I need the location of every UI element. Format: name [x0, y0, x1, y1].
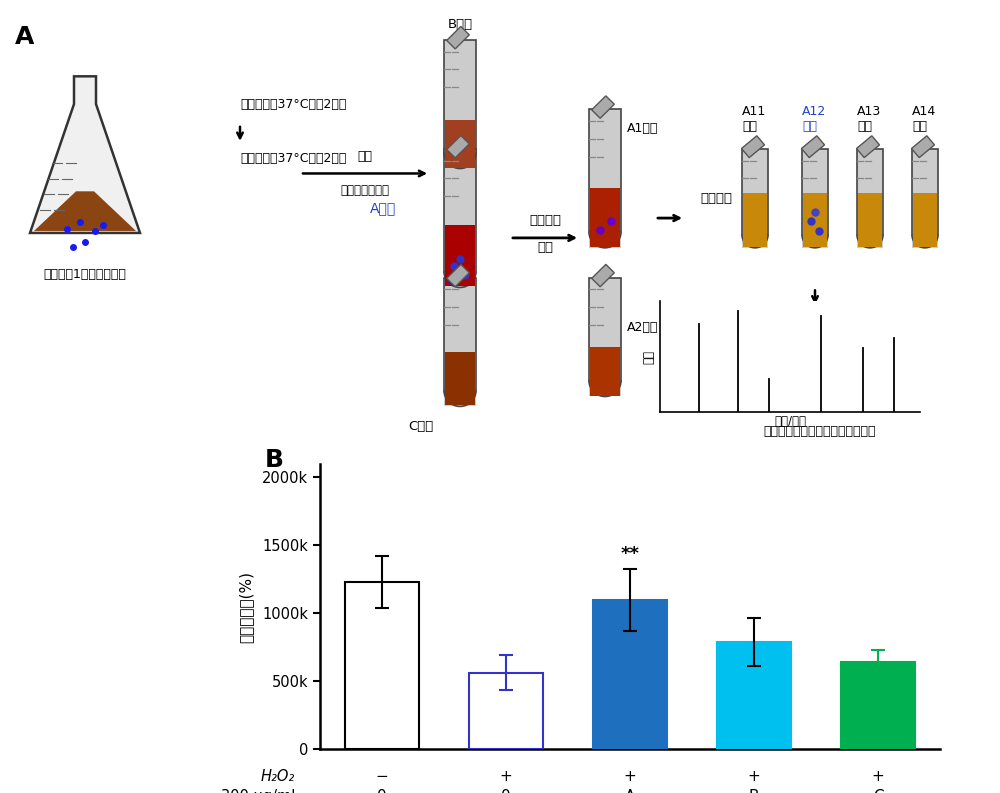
Bar — [913, 193, 937, 235]
Polygon shape — [856, 136, 880, 158]
Text: −: − — [376, 769, 388, 784]
Bar — [803, 193, 827, 235]
Polygon shape — [444, 390, 476, 406]
Polygon shape — [589, 232, 621, 247]
Bar — [345, 582, 419, 749]
Text: A12
组分: A12 组分 — [802, 105, 826, 133]
Polygon shape — [590, 381, 620, 396]
Polygon shape — [34, 191, 136, 231]
Text: +: + — [624, 769, 636, 784]
Bar — [444, 40, 476, 152]
Polygon shape — [447, 26, 469, 49]
Bar — [589, 278, 621, 381]
Text: A13
组分: A13 组分 — [857, 105, 881, 133]
Polygon shape — [444, 271, 476, 287]
Text: 胃蛋白酶在37°C消化2小时: 胃蛋白酶在37°C消化2小时 — [240, 98, 346, 110]
Y-axis label: 强度: 强度 — [643, 350, 656, 364]
Bar — [742, 149, 768, 235]
Bar — [912, 149, 938, 235]
Bar — [593, 600, 667, 749]
Text: B组分: B组分 — [447, 17, 473, 31]
Text: 色谱: 色谱 — [537, 241, 553, 255]
Text: 0: 0 — [501, 790, 511, 793]
Polygon shape — [911, 136, 935, 158]
Text: H₂O₂: H₂O₂ — [261, 769, 295, 784]
Polygon shape — [589, 381, 621, 396]
Text: C组分: C组分 — [408, 419, 433, 433]
Polygon shape — [801, 136, 825, 158]
Polygon shape — [444, 152, 476, 169]
Text: +: + — [748, 769, 760, 784]
Text: 超滤: 超滤 — [358, 150, 372, 163]
Bar — [717, 642, 791, 749]
Text: 0: 0 — [377, 790, 387, 793]
Polygon shape — [803, 235, 827, 247]
Text: A11
组分: A11 组分 — [742, 105, 766, 133]
Polygon shape — [912, 235, 938, 247]
Bar — [589, 109, 621, 232]
Text: A2组分: A2组分 — [627, 320, 658, 334]
X-axis label: 质量/电荷: 质量/电荷 — [774, 416, 806, 428]
Text: 反相色谱: 反相色谱 — [700, 192, 732, 205]
Polygon shape — [741, 136, 765, 158]
Y-axis label: 细胞存活率(%): 细胞存活率(%) — [239, 571, 254, 642]
Text: 高效液相色谱鉴定多肽氨基酸序列: 高效液相色谱鉴定多肽氨基酸序列 — [764, 425, 876, 438]
Text: **: ** — [620, 545, 640, 563]
Text: B: B — [265, 448, 284, 472]
Bar — [445, 352, 475, 390]
Polygon shape — [592, 96, 614, 118]
Bar — [590, 188, 620, 232]
Bar — [445, 120, 475, 152]
Polygon shape — [858, 235, 882, 247]
Bar — [444, 149, 476, 271]
Bar — [469, 672, 543, 749]
Bar — [743, 193, 767, 235]
Polygon shape — [913, 235, 937, 247]
Polygon shape — [802, 235, 828, 247]
Bar — [590, 347, 620, 381]
Polygon shape — [445, 390, 475, 405]
Polygon shape — [592, 264, 614, 287]
Bar — [841, 662, 915, 749]
Bar — [444, 278, 476, 390]
Bar — [802, 149, 828, 235]
Text: B: B — [749, 790, 759, 793]
Text: C: C — [873, 790, 883, 793]
Polygon shape — [445, 271, 475, 286]
Polygon shape — [743, 235, 767, 247]
Text: +: + — [500, 769, 512, 784]
Text: +: + — [872, 769, 884, 784]
Polygon shape — [445, 152, 475, 167]
Text: A: A — [15, 25, 34, 49]
Polygon shape — [30, 76, 140, 233]
Bar — [445, 225, 475, 271]
Polygon shape — [590, 232, 620, 247]
Polygon shape — [447, 136, 469, 158]
Text: 胰蛋白酶在37°C消化2小时: 胰蛋白酶在37°C消化2小时 — [240, 152, 346, 165]
Bar — [857, 149, 883, 235]
Bar — [858, 193, 882, 235]
Polygon shape — [447, 264, 469, 287]
Polygon shape — [857, 235, 883, 247]
Text: 300 μg/ml: 300 μg/ml — [221, 790, 295, 793]
Text: 不同分子量滤膜: 不同分子量滤膜 — [340, 184, 390, 197]
Text: 离子交换: 离子交换 — [529, 213, 561, 227]
Text: A1组分: A1组分 — [627, 122, 658, 136]
Polygon shape — [742, 235, 768, 247]
Text: A14
组分: A14 组分 — [912, 105, 936, 133]
Text: A: A — [625, 790, 635, 793]
Text: A组分: A组分 — [370, 201, 396, 215]
Text: 胶原蛋白1粉末溶解水中: 胶原蛋白1粉末溶解水中 — [44, 268, 126, 281]
